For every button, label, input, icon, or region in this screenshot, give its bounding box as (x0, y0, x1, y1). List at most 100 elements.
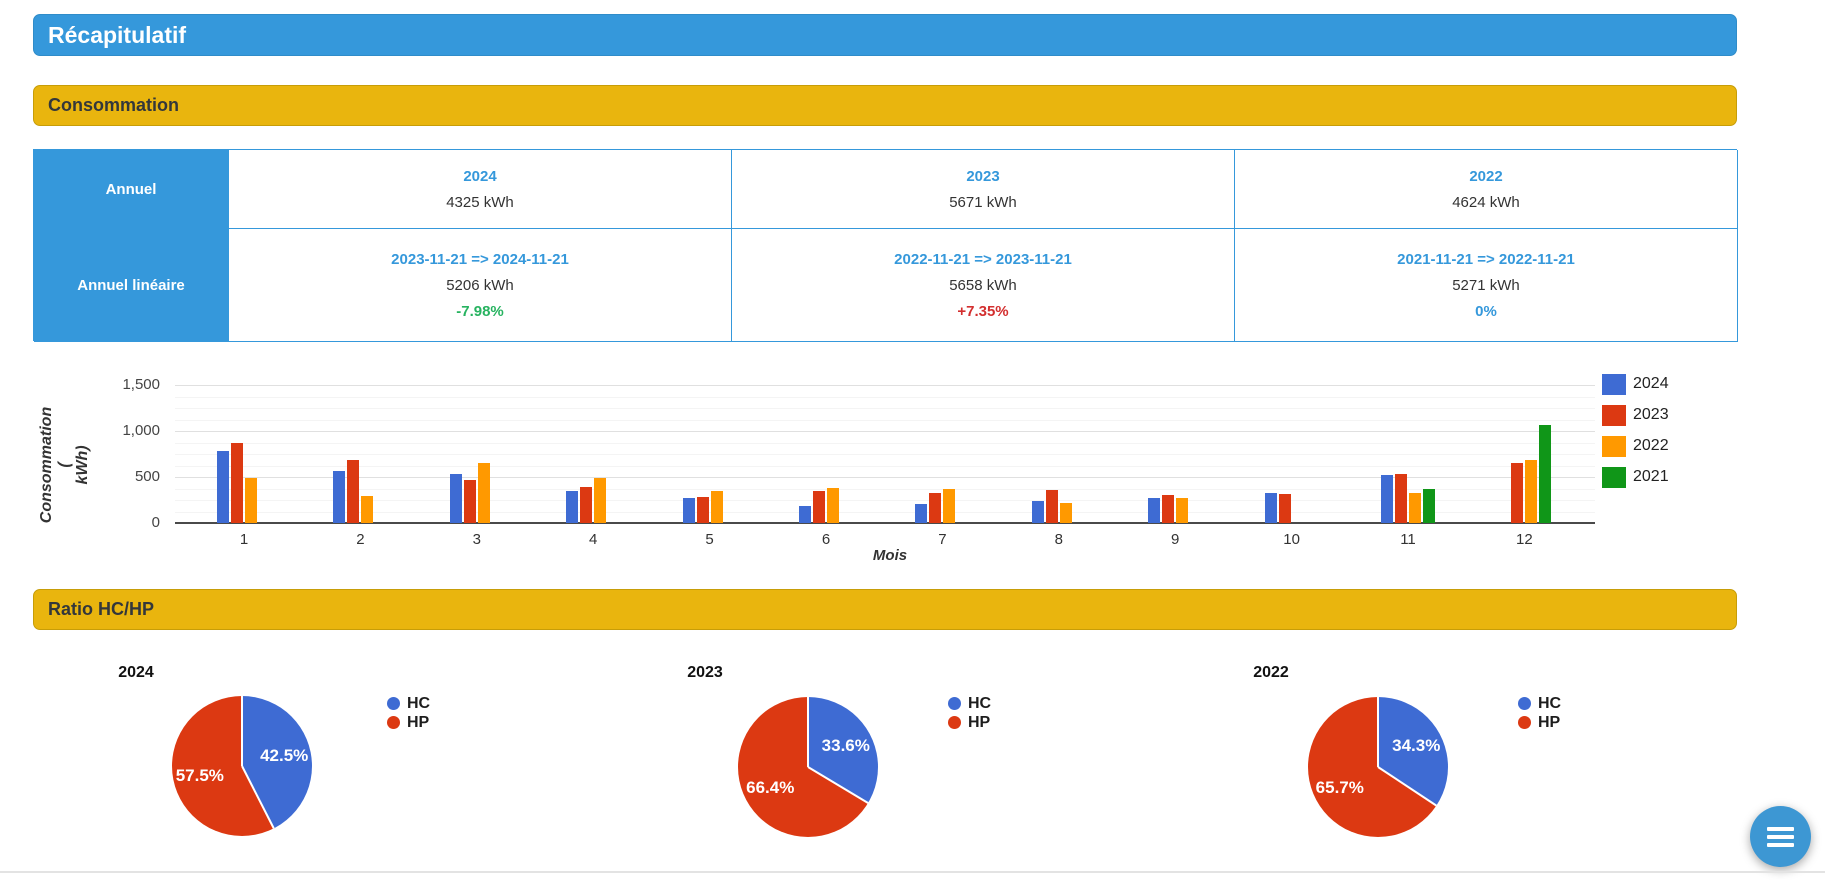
bar-2024-month-5[interactable] (682, 498, 695, 523)
menu-icon (1767, 826, 1794, 847)
bar-2023-month-3[interactable] (463, 480, 476, 523)
bar-2024-month-4[interactable] (566, 491, 579, 523)
bar-2024-month-6[interactable] (799, 506, 811, 523)
bar-2022-month-1[interactable] (245, 477, 257, 523)
x-tick-label: 5 (705, 531, 714, 548)
gridline (175, 396, 1595, 398)
bar-2024-month-7[interactable] (915, 504, 928, 523)
annual-2022-value: 4624 kWh (1452, 193, 1520, 211)
linear-2024-value: 5206 kWh (446, 276, 514, 294)
bar-2023-month-4[interactable] (580, 486, 593, 523)
x-tick-label: 10 (1283, 531, 1300, 548)
bar-2024-month-8[interactable] (1031, 500, 1044, 523)
x-tick-label: 1 (239, 531, 249, 548)
gridline (175, 442, 1595, 444)
linear-cell-2023: 2022-11-21 => 2023-11-21 5658 kWh +7.35% (732, 229, 1235, 342)
bar-2023-month-6[interactable] (813, 491, 825, 523)
linear-2023-delta: +7.35% (957, 302, 1009, 320)
bar-2024-month-10[interactable] (1264, 492, 1277, 523)
gridline (175, 431, 1595, 432)
bar-2023-month-9[interactable] (1162, 494, 1175, 523)
legend-swatch-2021 (1602, 467, 1626, 488)
bar-2024-month-9[interactable] (1148, 498, 1161, 523)
bar-chart-x-axis-title: Mois (872, 547, 908, 564)
x-axis-line (175, 522, 1595, 524)
legend-swatch-2023 (1602, 405, 1626, 426)
bar-2022-month-12[interactable] (1525, 460, 1538, 523)
gridline (175, 488, 1595, 490)
pie-pct-2023-HP: 66.4% (746, 778, 795, 798)
pie-legend-dot-2024-HP (387, 716, 400, 729)
bar-2022-month-2[interactable] (361, 496, 374, 523)
bar-2022-month-5[interactable] (710, 491, 723, 523)
x-tick-label: 4 (589, 531, 598, 548)
bar-2022-month-3[interactable] (477, 463, 490, 523)
consumption-section-header: Consommation (33, 85, 1737, 126)
x-tick-label: 12 (1516, 531, 1533, 548)
bar-2023-month-11[interactable] (1395, 473, 1407, 523)
pie-title-2022: 2022 (1253, 664, 1289, 681)
menu-fab-button[interactable] (1750, 806, 1811, 867)
bar-2023-month-7[interactable] (929, 492, 942, 523)
x-tick-label: 7 (938, 531, 947, 548)
bar-2022-month-8[interactable] (1059, 502, 1072, 523)
pie-title-2023: 2023 (687, 664, 723, 681)
bar-2021-month-12[interactable] (1539, 424, 1552, 523)
pie-slice-separator (807, 697, 809, 767)
linear-2023-range: 2022-11-21 => 2023-11-21 (894, 250, 1072, 268)
row-label-annuel: Annuel (34, 150, 229, 229)
annual-2024-value: 4325 kWh (446, 193, 514, 211)
bar-2022-month-11[interactable] (1409, 492, 1421, 523)
pie-pct-2024-HP: 57.5% (175, 766, 224, 786)
pie-legend-dot-2022-HC (1518, 697, 1531, 710)
legend-label-2022: 2022 (1633, 437, 1669, 454)
bottom-divider (0, 871, 1825, 873)
bar-2024-month-2[interactable] (333, 471, 346, 523)
linear-cell-2024: 2023-11-21 => 2024-11-21 5206 kWh -7.98% (229, 229, 732, 342)
pie-legend-dot-2023-HP (948, 716, 961, 729)
bar-2023-month-5[interactable] (696, 496, 709, 523)
pie-legend-dot-2023-HC (948, 697, 961, 710)
pie-pct-2022-HC: 34.3% (1392, 736, 1441, 756)
legend-swatch-2024 (1602, 374, 1626, 395)
pie-legend-label-2024-HP: HP (407, 714, 430, 731)
y-tick-label: 0 (151, 514, 160, 531)
annual-2023-header: 2023 (966, 167, 1000, 185)
bar-2022-month-6[interactable] (827, 487, 839, 523)
bar-2023-month-8[interactable] (1045, 490, 1058, 523)
pie-legend-label-2022-HP: HP (1538, 714, 1561, 731)
pie-slice-separator (241, 696, 243, 766)
summary-table: Annuel 2024 4325 kWh 2023 5671 kWh 2022 … (33, 149, 1738, 342)
annual-cell-2024: 2024 4325 kWh (229, 150, 732, 229)
y-tick-label: 1,500 (122, 376, 160, 393)
bar-2022-month-9[interactable] (1176, 497, 1189, 523)
gridline (175, 419, 1595, 421)
pie-legend-dot-2024-HC (387, 697, 400, 710)
bar-2024-month-11[interactable] (1381, 474, 1393, 523)
bar-2022-month-7[interactable] (943, 489, 956, 523)
gridline (175, 385, 1595, 386)
bar-2024-month-3[interactable] (449, 474, 462, 523)
x-tick-label: 3 (472, 531, 481, 548)
linear-2022-value: 5271 kWh (1452, 276, 1520, 294)
y-tick-label: 500 (134, 468, 160, 485)
ratio-section-header: Ratio HC/HP (33, 589, 1737, 630)
gridline (175, 465, 1595, 467)
bar-2023-month-1[interactable] (231, 442, 243, 523)
linear-2022-delta: 0% (1475, 302, 1497, 320)
x-tick-label: 8 (1054, 531, 1063, 548)
gridline (175, 500, 1595, 501)
pie-legend-label-2022-HC: HC (1538, 695, 1562, 712)
gridline (175, 454, 1595, 455)
bar-2024-month-1[interactable] (217, 451, 229, 523)
bar-2021-month-11[interactable] (1423, 488, 1435, 523)
gridline (175, 408, 1595, 409)
annual-2022-header: 2022 (1469, 167, 1503, 185)
bar-2022-month-4[interactable] (594, 477, 607, 523)
consumption-section-title: Consommation (48, 95, 180, 115)
bar-2023-month-12[interactable] (1511, 463, 1524, 523)
pie-pct-2022-HP: 65.7% (1315, 777, 1364, 797)
bar-2023-month-10[interactable] (1278, 493, 1291, 523)
bar-2023-month-2[interactable] (347, 460, 360, 523)
